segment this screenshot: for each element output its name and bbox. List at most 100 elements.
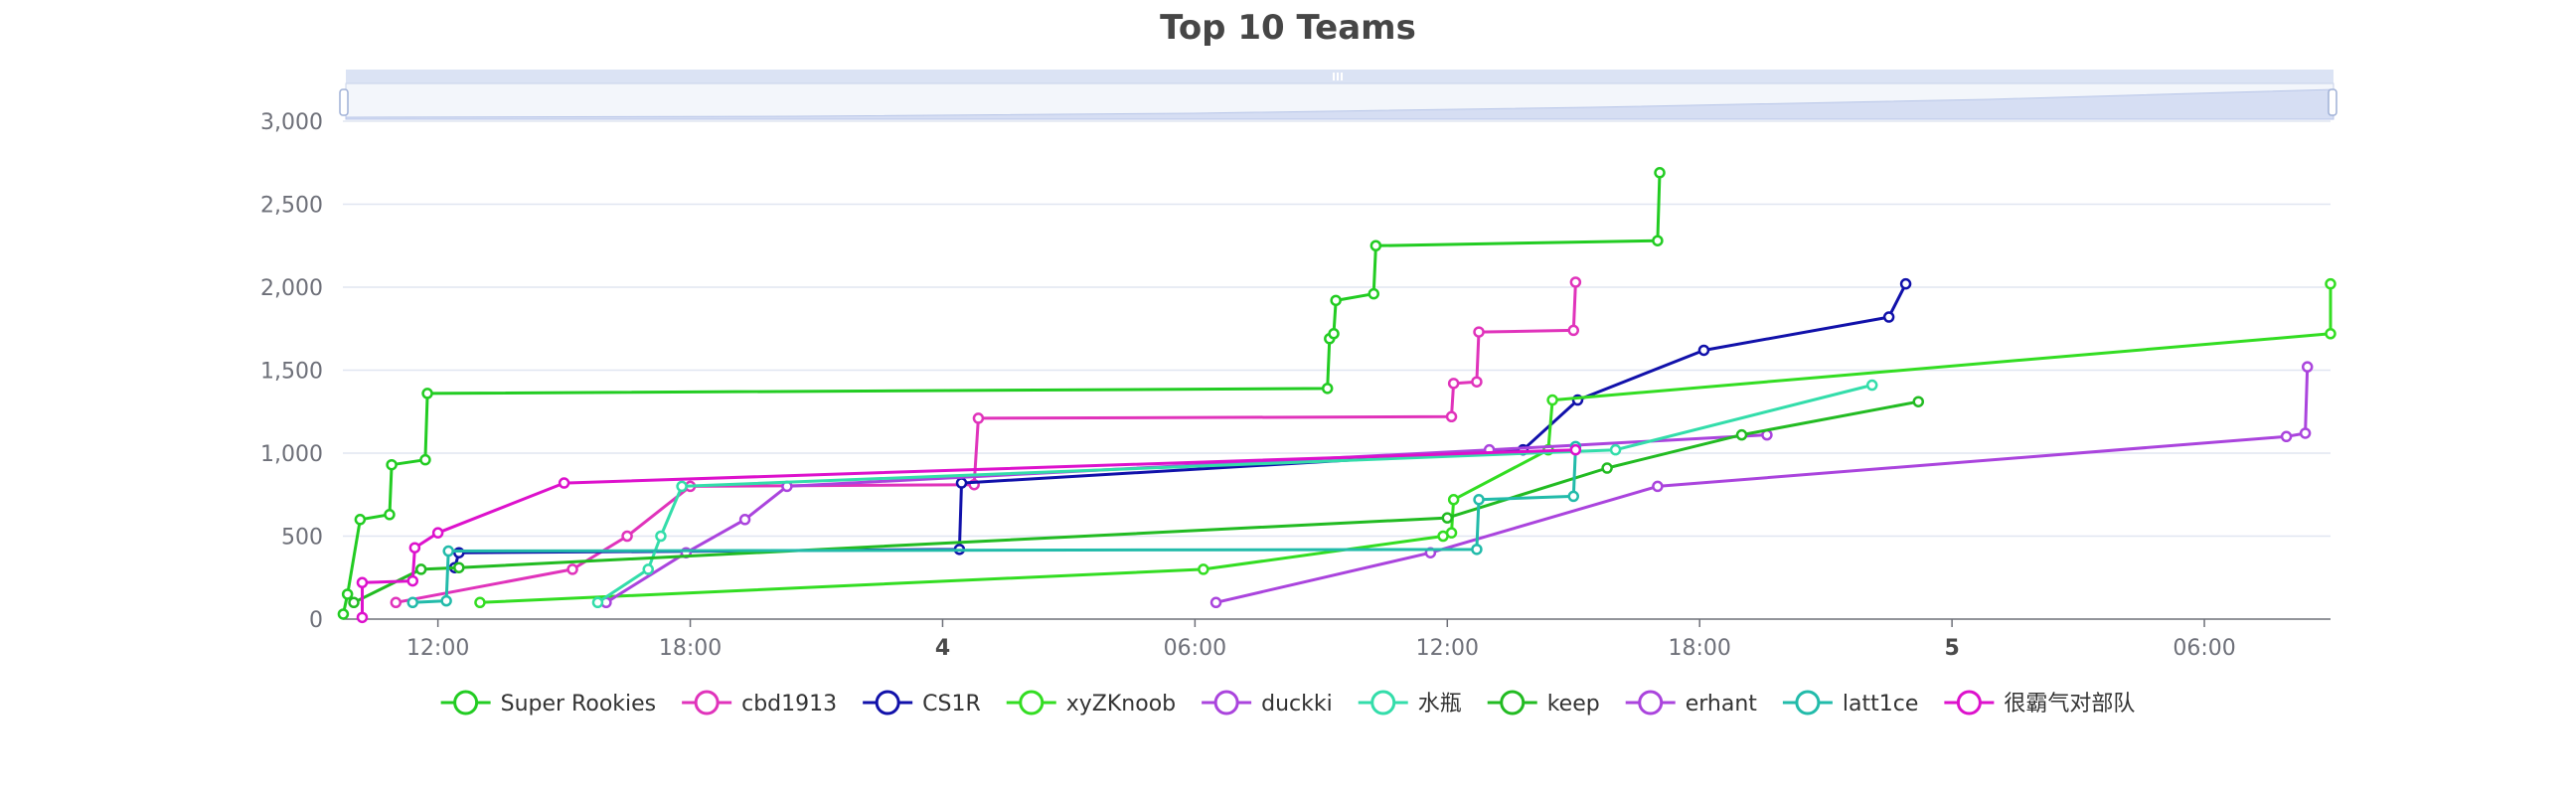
data-point[interactable]	[421, 388, 433, 399]
legend-item-9[interactable]: latt1ce	[1782, 690, 1918, 716]
legend-item-1[interactable]: Super Rookies	[440, 690, 657, 716]
data-point[interactable]	[348, 596, 360, 609]
data-point[interactable]	[384, 509, 396, 521]
data-point[interactable]	[386, 458, 398, 471]
data-point[interactable]	[2325, 277, 2336, 290]
data-point[interactable]	[676, 480, 688, 493]
data-point[interactable]	[1471, 544, 1483, 556]
series-6	[591, 379, 1878, 609]
data-point[interactable]	[591, 596, 604, 609]
data-point[interactable]	[1445, 410, 1458, 423]
data-point[interactable]	[337, 608, 350, 620]
legend-marker-icon	[1956, 690, 1982, 716]
data-point[interactable]	[1447, 378, 1460, 390]
data-point[interactable]	[1198, 563, 1209, 575]
data-point[interactable]	[1912, 396, 1925, 407]
legend-item-6[interactable]: 水瓶	[1358, 690, 1462, 716]
legend-item-2[interactable]: cbd1913	[682, 690, 837, 716]
data-point[interactable]	[354, 514, 367, 526]
series-8	[1209, 361, 2314, 609]
data-point[interactable]	[1865, 379, 1878, 392]
data-point[interactable]	[2325, 328, 2336, 340]
legend-item-4[interactable]: xyZKnoob	[1006, 690, 1176, 716]
data-point[interactable]	[1209, 596, 1222, 609]
data-point[interactable]	[558, 477, 570, 489]
data-point[interactable]	[1697, 344, 1710, 357]
data-point[interactable]	[2299, 427, 2312, 439]
datazoom-left-handle[interactable]	[339, 88, 349, 116]
data-point[interactable]	[406, 596, 418, 609]
data-point[interactable]	[1601, 462, 1613, 474]
data-point[interactable]	[642, 563, 654, 575]
datazoom-slider[interactable]	[339, 70, 2337, 120]
legend-item-7[interactable]: keep	[1487, 690, 1600, 716]
data-point[interactable]	[442, 545, 454, 557]
data-point[interactable]	[1569, 276, 1582, 288]
data-point[interactable]	[341, 588, 354, 600]
data-point[interactable]	[1654, 167, 1666, 179]
data-point[interactable]	[1473, 494, 1485, 506]
legend-marker-icon	[1370, 690, 1396, 716]
data-point[interactable]	[621, 530, 633, 543]
data-point[interactable]	[356, 611, 369, 624]
data-point[interactable]	[1330, 294, 1342, 307]
legend[interactable]: Super Rookies cbd1913 CS1R xyZKnoob duckki 水瓶…	[440, 690, 2136, 716]
datazoom-grip-2[interactable]	[1337, 73, 1339, 80]
legend-marker-icon	[875, 690, 900, 716]
data-point[interactable]	[474, 596, 486, 609]
legend-label: duckki	[1261, 692, 1333, 716]
series-line	[1215, 367, 2310, 604]
data-point[interactable]	[655, 530, 667, 543]
data-point[interactable]	[440, 594, 452, 607]
legend-label: latt1ce	[1843, 692, 1918, 716]
data-point[interactable]	[1447, 494, 1460, 506]
data-point[interactable]	[738, 514, 751, 526]
data-point[interactable]	[1471, 376, 1483, 388]
data-point[interactable]	[1473, 326, 1485, 338]
legend-item-8[interactable]: erhant	[1625, 690, 1758, 716]
data-point[interactable]	[419, 453, 431, 466]
data-point[interactable]	[1567, 490, 1580, 503]
datazoom-right-handle[interactable]	[2328, 88, 2337, 116]
series-line	[605, 433, 1767, 604]
data-point[interactable]	[1652, 235, 1664, 246]
legend-item-3[interactable]: CS1R	[863, 690, 981, 716]
data-point[interactable]	[408, 542, 421, 554]
x-tick-label: 4	[935, 636, 950, 661]
data-point[interactable]	[1569, 443, 1582, 456]
data-point[interactable]	[1328, 328, 1340, 340]
legend-marker-icon	[453, 690, 479, 716]
data-point[interactable]	[414, 563, 427, 575]
data-point[interactable]	[1652, 480, 1664, 493]
data-point[interactable]	[1546, 394, 1558, 406]
data-point[interactable]	[566, 563, 578, 575]
data-point[interactable]	[2280, 430, 2293, 443]
data-point[interactable]	[1368, 287, 1379, 300]
data-point[interactable]	[955, 477, 968, 489]
grid-lines	[343, 120, 2331, 538]
datazoom-top-bar[interactable]	[346, 70, 2334, 83]
x-tick-label: 06:00	[1164, 636, 1226, 661]
legend-label: CS1R	[922, 692, 981, 716]
data-point[interactable]	[1567, 324, 1580, 337]
data-point[interactable]	[1369, 239, 1382, 251]
data-point[interactable]	[1882, 311, 1895, 323]
data-point[interactable]	[453, 561, 465, 573]
data-point[interactable]	[431, 527, 444, 539]
data-point[interactable]	[406, 574, 418, 587]
data-point[interactable]	[1735, 428, 1748, 441]
legend-item-10[interactable]: 很霸气对部队	[1944, 690, 2135, 716]
datazoom-grip-1[interactable]	[1333, 73, 1335, 80]
data-point[interactable]	[1609, 443, 1622, 456]
legend-item-5[interactable]: duckki	[1202, 690, 1333, 716]
data-point[interactable]	[390, 596, 402, 609]
data-point[interactable]	[972, 412, 985, 424]
data-point[interactable]	[1445, 527, 1458, 539]
data-point[interactable]	[1321, 383, 1334, 395]
data-point[interactable]	[1441, 512, 1454, 524]
datazoom-grip-3[interactable]	[1341, 73, 1343, 80]
data-point[interactable]	[1899, 277, 1912, 290]
data-point[interactable]	[356, 576, 369, 589]
legend-label: 水瓶	[1418, 692, 1462, 716]
data-point[interactable]	[2301, 361, 2314, 373]
